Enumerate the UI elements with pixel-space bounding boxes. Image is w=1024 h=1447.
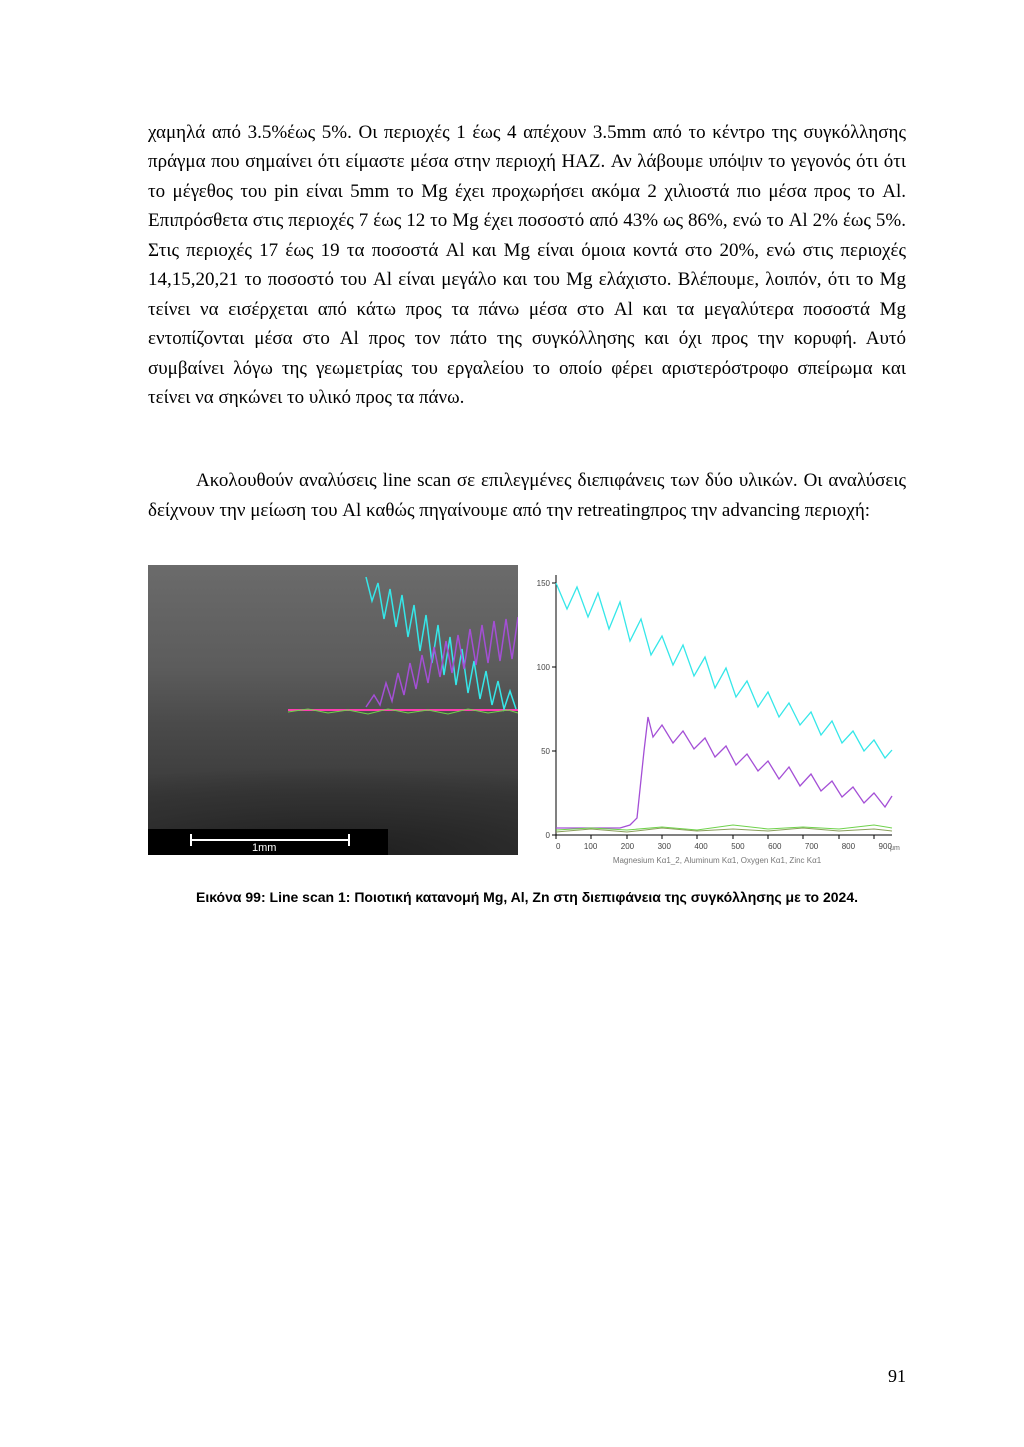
page-number: 91 [888,1366,906,1387]
sem-scalebar: 1mm [148,829,388,855]
chart-svg: 0 50 100 150 [532,565,902,865]
paragraph-1: χαμηλά από 3.5%έως 5%. Οι περιοχές 1 έως… [148,118,906,412]
vertical-spacer [148,426,906,466]
svg-text:50: 50 [541,747,550,756]
scalebar-rail [190,839,350,841]
svg-text:100: 100 [537,663,551,672]
sem-micrograph: 1mm [148,565,518,855]
scalebar-label: 1mm [252,842,276,854]
figure-99: 1mm 0 50 100 1 [148,565,906,865]
linescan-chart: 0 50 100 150 [532,565,902,865]
svg-text:150: 150 [537,579,551,588]
paragraph-2: Ακολουθούν αναλύσεις line scan σε επιλεγ… [148,466,906,525]
figure-caption: Εικόνα 99: Line scan 1: Ποιοτική κατανομ… [148,889,906,905]
chart-legend: Magnesium Kα1_2, Aluminum Kα1, Oxygen Kα… [532,856,902,865]
document-page: χαμηλά από 3.5%έως 5%. Οι περιοχές 1 έως… [0,0,1024,1447]
svg-text:0: 0 [546,831,551,840]
chart-x-ticklabels: 0 100 200 300 400 500 600 700 800 900 [556,842,892,851]
